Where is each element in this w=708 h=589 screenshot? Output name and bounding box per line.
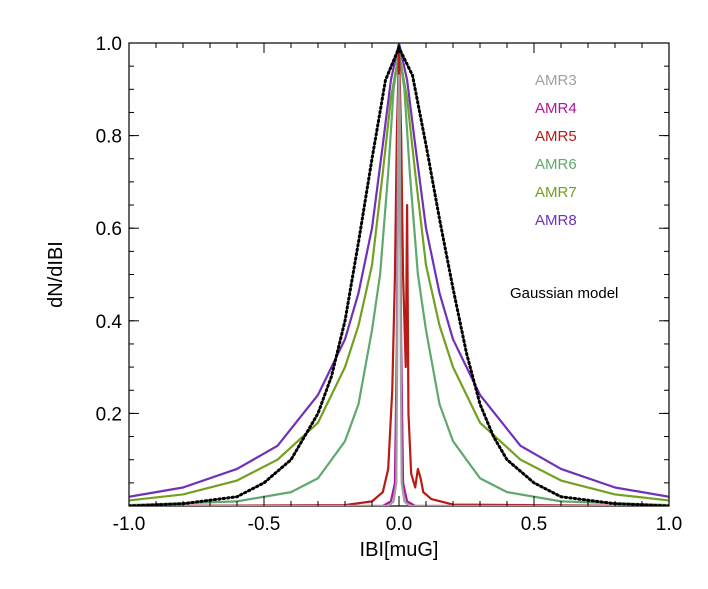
legend-label-amr3: AMR3 bbox=[535, 72, 577, 89]
series-line-amr5 bbox=[129, 51, 669, 506]
y-tick-label: 0.6 bbox=[96, 219, 122, 240]
x-axis-title: IBI[muG] bbox=[360, 539, 439, 561]
x-tick-label: -0.5 bbox=[248, 514, 281, 535]
x-tick-label: 1.0 bbox=[656, 514, 682, 535]
legend-label-amr4: AMR4 bbox=[535, 100, 577, 117]
legend-label-amr8: AMR8 bbox=[535, 212, 577, 229]
x-tick-label: 0.0 bbox=[386, 514, 412, 535]
series-line-amr3 bbox=[129, 74, 669, 506]
y-tick-label: 1.0 bbox=[96, 34, 122, 55]
series-layer bbox=[129, 43, 669, 506]
model-annotation: Gaussian model bbox=[510, 285, 618, 302]
y-axis-title: dN/dIBI bbox=[45, 241, 67, 308]
legend: AMR3 AMR4 AMR5 AMR6 AMR7 AMR8 bbox=[535, 72, 577, 229]
series-line-amr4 bbox=[129, 125, 669, 506]
x-tick-label: -1.0 bbox=[113, 514, 146, 535]
series-line-amr8 bbox=[129, 43, 669, 498]
y-tick-label: 0.4 bbox=[96, 312, 123, 333]
y-tick-label: 0.2 bbox=[96, 404, 122, 425]
model-dotted-line bbox=[129, 43, 669, 506]
ticks-layer: -1.0 -0.5 0.0 0.5 1.0 0.2 0.4 0.6 0.8 1.0 bbox=[96, 34, 683, 535]
x-tick-label: 0.5 bbox=[521, 514, 547, 535]
y-tick-label: 0.8 bbox=[96, 127, 122, 148]
legend-label-amr7: AMR7 bbox=[535, 184, 577, 201]
legend-label-amr5: AMR5 bbox=[535, 128, 577, 145]
legend-label-amr6: AMR6 bbox=[535, 156, 577, 173]
